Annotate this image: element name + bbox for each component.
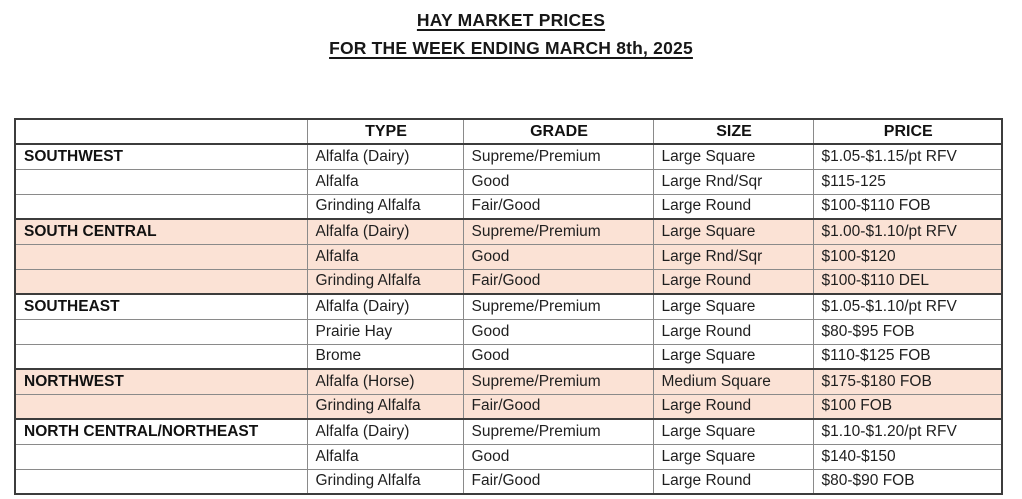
price-cell: $110-$125 FOB — [812, 343, 1003, 370]
type-cell: Prairie Hay — [306, 318, 464, 345]
table-row: NORTHWEST Alfalfa (Horse) Supreme/Premium M… — [14, 368, 1003, 395]
price-cell: $80-$95 FOB — [812, 318, 1003, 345]
type-cell: Grinding Alfalfa — [306, 393, 464, 420]
size-cell: Large Round — [652, 193, 814, 220]
size-cell: Large Round — [652, 268, 814, 295]
price-cell: $140-$150 — [812, 443, 1003, 470]
table-row: Alfalfa Good Large Square $140-$150 — [14, 443, 1003, 470]
region-cell — [14, 443, 308, 470]
grade-cell: Good — [462, 243, 654, 270]
grade-cell: Fair/Good — [462, 468, 654, 495]
report-title: HAY MARKET PRICES FOR THE WEEK ENDING MA… — [0, 6, 1022, 62]
region-cell: NORTHWEST — [14, 368, 308, 395]
grade-cell: Good — [462, 343, 654, 370]
size-cell: Large Square — [652, 443, 814, 470]
header-price: PRICE — [812, 118, 1003, 145]
region-cell — [14, 343, 308, 370]
region-cell: SOUTHEAST — [14, 293, 308, 320]
table-body: SOUTHWEST Alfalfa (Dairy) Supreme/Premium L… — [14, 143, 1003, 495]
region-cell — [14, 268, 308, 295]
grade-cell: Good — [462, 443, 654, 470]
size-cell: Large Square — [652, 218, 814, 245]
price-cell: $100-$120 — [812, 243, 1003, 270]
size-cell: Large Round — [652, 393, 814, 420]
table-row: Grinding Alfalfa Fair/Good Large Round $100… — [14, 193, 1003, 220]
grade-cell: Good — [462, 168, 654, 195]
grade-cell: Supreme/Premium — [462, 368, 654, 395]
type-cell: Alfalfa — [306, 443, 464, 470]
table-row: SOUTHEAST Alfalfa (Dairy) Supreme/Premium L… — [14, 293, 1003, 320]
report-title-line-1: HAY MARKET PRICES — [416, 10, 606, 30]
grade-cell: Fair/Good — [462, 193, 654, 220]
size-cell: Large Rnd/Sqr — [652, 243, 814, 270]
grade-cell: Fair/Good — [462, 268, 654, 295]
price-cell: $1.05-$1.10/pt RFV — [812, 293, 1003, 320]
type-cell: Alfalfa (Dairy) — [306, 218, 464, 245]
header-grade: GRADE — [462, 118, 654, 145]
size-cell: Large Square — [652, 343, 814, 370]
region-cell — [14, 318, 308, 345]
type-cell: Grinding Alfalfa — [306, 193, 464, 220]
size-cell: Large Rnd/Sqr — [652, 168, 814, 195]
price-cell: $1.05-$1.15/pt RFV — [812, 143, 1003, 170]
table-header-row: TYPE GRADE SIZE PRICE — [14, 118, 1003, 145]
grade-cell: Supreme/Premium — [462, 218, 654, 245]
grade-cell: Supreme/Premium — [462, 143, 654, 170]
type-cell: Brome — [306, 343, 464, 370]
price-cell: $175-$180 FOB — [812, 368, 1003, 395]
region-cell — [14, 243, 308, 270]
size-cell: Large Square — [652, 418, 814, 445]
type-cell: Alfalfa (Dairy) — [306, 143, 464, 170]
table-row: Alfalfa Good Large Rnd/Sqr $115-125 — [14, 168, 1003, 195]
type-cell: Grinding Alfalfa — [306, 468, 464, 495]
size-cell: Medium Square — [652, 368, 814, 395]
size-cell: Large Round — [652, 318, 814, 345]
region-cell — [14, 468, 308, 495]
table-row: NORTH CENTRAL/NORTHEAST Alfalfa (Dairy) Su… — [14, 418, 1003, 445]
price-cell: $100 FOB — [812, 393, 1003, 420]
price-cell: $115-125 — [812, 168, 1003, 195]
region-cell: SOUTH CENTRAL — [14, 218, 308, 245]
table-row: Prairie Hay Good Large Round $80-$95 FOB — [14, 318, 1003, 345]
header-type: TYPE — [306, 118, 464, 145]
region-cell: SOUTHWEST — [14, 143, 308, 170]
grade-cell: Supreme/Premium — [462, 293, 654, 320]
table-row: Alfalfa Good Large Rnd/Sqr $100-$120 — [14, 243, 1003, 270]
hay-prices-table: TYPE GRADE SIZE PRICE SOUTHWEST Alfalfa (… — [14, 118, 1003, 495]
price-cell: $1.10-$1.20/pt RFV — [812, 418, 1003, 445]
table-row: Grinding Alfalfa Fair/Good Large Round $100… — [14, 393, 1003, 420]
header-region — [14, 118, 308, 145]
type-cell: Alfalfa — [306, 243, 464, 270]
price-cell: $100-$110 FOB — [812, 193, 1003, 220]
table-row: Grinding Alfalfa Fair/Good Large Round $80-… — [14, 468, 1003, 495]
table-row: SOUTH CENTRAL Alfalfa (Dairy) Supreme/Prem… — [14, 218, 1003, 245]
price-cell: $100-$110 DEL — [812, 268, 1003, 295]
size-cell: Large Square — [652, 293, 814, 320]
table-row: Brome Good Large Square $110-$125 FOB — [14, 343, 1003, 370]
type-cell: Alfalfa — [306, 168, 464, 195]
grade-cell: Fair/Good — [462, 393, 654, 420]
type-cell: Alfalfa (Horse) — [306, 368, 464, 395]
size-cell: Large Square — [652, 143, 814, 170]
price-cell: $80-$90 FOB — [812, 468, 1003, 495]
type-cell: Alfalfa (Dairy) — [306, 418, 464, 445]
grade-cell: Supreme/Premium — [462, 418, 654, 445]
type-cell: Grinding Alfalfa — [306, 268, 464, 295]
type-cell: Alfalfa (Dairy) — [306, 293, 464, 320]
header-size: SIZE — [652, 118, 814, 145]
price-cell: $1.00-$1.10/pt RFV — [812, 218, 1003, 245]
table-row: Grinding Alfalfa Fair/Good Large Round $100… — [14, 268, 1003, 295]
size-cell: Large Round — [652, 468, 814, 495]
grade-cell: Good — [462, 318, 654, 345]
region-cell — [14, 393, 308, 420]
region-cell — [14, 193, 308, 220]
report-title-line-2: FOR THE WEEK ENDING MARCH 8th, 2025 — [329, 38, 693, 58]
region-cell: NORTH CENTRAL/NORTHEAST — [14, 418, 308, 445]
table-row: SOUTHWEST Alfalfa (Dairy) Supreme/Premium L… — [14, 143, 1003, 170]
region-cell — [14, 168, 308, 195]
